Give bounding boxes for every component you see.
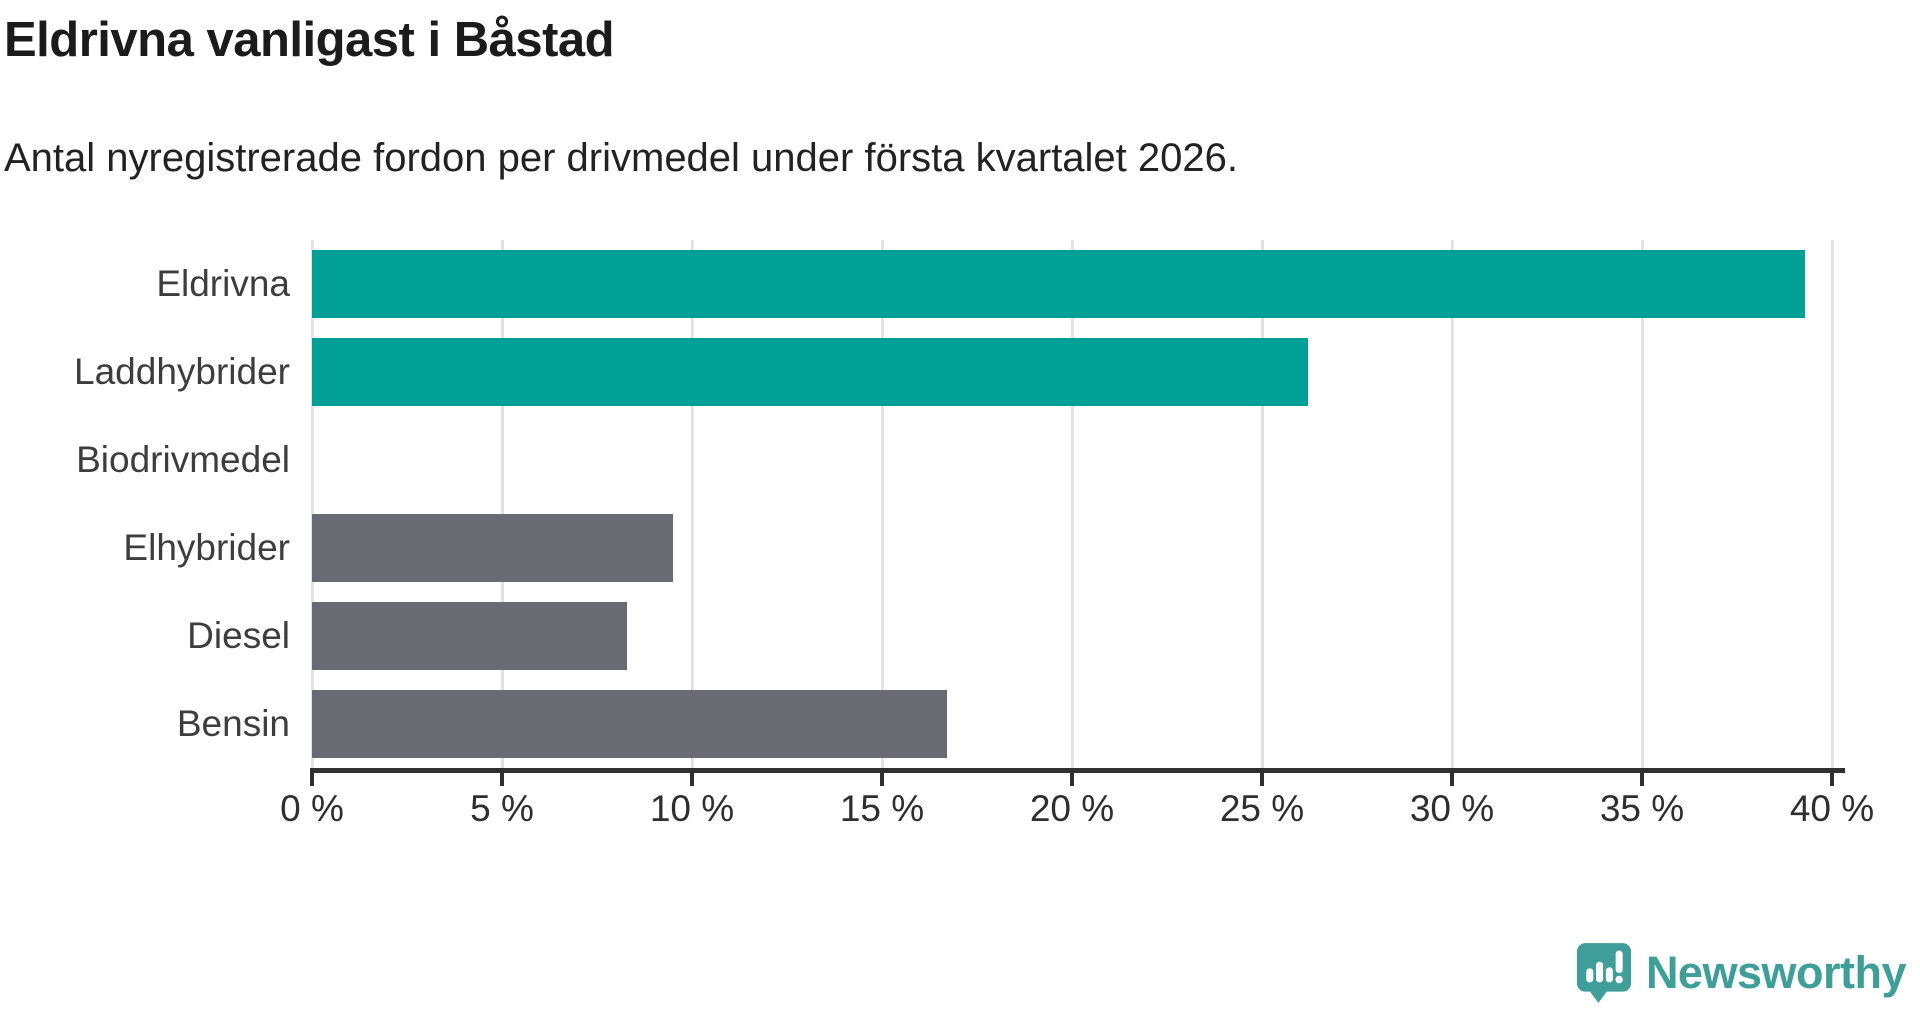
tick-label-5: 5 %: [470, 788, 534, 829]
gridline-5: [501, 240, 504, 768]
axis-tick-20: [1070, 768, 1074, 786]
category-label-diesel: Diesel: [187, 615, 290, 656]
category-label-bensin: Bensin: [176, 703, 290, 744]
x-axis-tick-labels: 0 % 5 % 10 % 15 % 20 % 25 % 30 % 35 % 40 %: [280, 788, 1874, 838]
brand-name: Newsworthy: [1645, 947, 1907, 998]
bar-track: [312, 250, 1845, 318]
gridline-35: [1641, 240, 1644, 768]
chart-row-eldrivna: Eldrivna: [0, 240, 1920, 328]
gridline-40: [1831, 240, 1834, 768]
bar-track: [312, 690, 1845, 758]
gridline-25: [1261, 240, 1264, 768]
category-label-eldrivna: Eldrivna: [156, 263, 290, 304]
bar-eldrivna: [312, 250, 1806, 318]
gridline-10: [691, 240, 694, 768]
chart-subtitle: Antal nyregistrerade fordon per drivmede…: [4, 136, 1239, 180]
axis-tick-40: [1830, 768, 1834, 786]
category-label-elhybrider: Elhybrider: [123, 527, 290, 568]
axis-tick-5: [500, 768, 504, 786]
newsworthy-logo-icon: [1576, 943, 1632, 1003]
gridline-30: [1451, 240, 1454, 768]
axis-tick-0: [310, 768, 314, 786]
gridline-layer: [311, 240, 1845, 768]
bar-diesel: [312, 602, 628, 670]
axis-tick-25: [1260, 768, 1264, 786]
gridline-20: [1071, 240, 1074, 768]
bar-track: [312, 338, 1845, 406]
chart-title: Eldrivna vanligast i Båstad: [4, 13, 615, 67]
gridline-15: [881, 240, 884, 768]
tick-label-25: 25 %: [1219, 788, 1305, 829]
tick-label-20: 20 %: [1029, 788, 1115, 829]
bar-laddhybrider: [312, 338, 1308, 406]
bar-rows: Eldrivna Laddhybrider Biodrivmedel Elhybrid…: [0, 240, 1920, 768]
tick-label-40: 40 %: [1789, 788, 1875, 829]
bar-track: [312, 426, 1845, 494]
bar-track: [312, 602, 1845, 670]
chart-row-diesel: Diesel: [0, 592, 1920, 680]
tick-label-0: 0 %: [280, 788, 344, 829]
tick-label-30: 30 %: [1409, 788, 1495, 829]
axis-tick-15: [880, 768, 884, 786]
axis-tick-10: [690, 768, 694, 786]
chart-row-bensin: Bensin: [0, 680, 1920, 768]
bar-track: [312, 514, 1845, 582]
axis-tick-30: [1450, 768, 1454, 786]
bar-bensin: [312, 690, 947, 758]
tick-label-10: 10 %: [649, 788, 735, 829]
brand-footer: Newsworthy: [1576, 942, 1907, 1004]
category-label-laddhybrider: Laddhybrider: [74, 351, 290, 392]
tick-label-15: 15 %: [839, 788, 925, 829]
chart-row-laddhybrider: Laddhybrider: [0, 328, 1920, 416]
chart-row-elhybrider: Elhybrider: [0, 504, 1920, 592]
bar-elhybrider: [312, 514, 673, 582]
gridline-0: [311, 240, 314, 768]
chart-row-biodrivmedel: Biodrivmedel: [0, 416, 1920, 504]
bar-chart: Eldrivna Laddhybrider Biodrivmedel Elhybrid…: [0, 240, 1920, 840]
tick-label-35: 35 %: [1599, 788, 1685, 829]
x-axis-line: [312, 768, 1845, 773]
category-label-biodrivmedel: Biodrivmedel: [76, 439, 290, 480]
axis-tick-35: [1640, 768, 1644, 786]
